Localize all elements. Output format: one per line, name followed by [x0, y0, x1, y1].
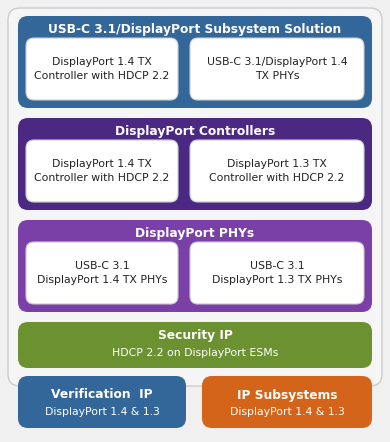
Text: DisplayPort Controllers: DisplayPort Controllers	[115, 126, 275, 138]
FancyBboxPatch shape	[18, 376, 186, 428]
FancyBboxPatch shape	[190, 38, 364, 100]
Text: USB-C 3.1/DisplayPort Subsystem Solution: USB-C 3.1/DisplayPort Subsystem Solution	[48, 23, 342, 37]
Text: USB-C 3.1
DisplayPort 1.4 TX PHYs: USB-C 3.1 DisplayPort 1.4 TX PHYs	[37, 261, 167, 285]
FancyBboxPatch shape	[18, 118, 372, 210]
FancyBboxPatch shape	[8, 8, 382, 386]
Text: Verification  IP: Verification IP	[51, 389, 153, 401]
FancyBboxPatch shape	[18, 220, 372, 312]
FancyBboxPatch shape	[26, 38, 178, 100]
FancyBboxPatch shape	[18, 16, 372, 108]
Text: DisplayPort PHYs: DisplayPort PHYs	[135, 228, 255, 240]
Text: DisplayPort 1.4 & 1.3: DisplayPort 1.4 & 1.3	[44, 407, 160, 417]
Text: HDCP 2.2 on DisplayPort ESMs: HDCP 2.2 on DisplayPort ESMs	[112, 348, 278, 358]
Text: DisplayPort 1.4 TX
Controller with HDCP 2.2: DisplayPort 1.4 TX Controller with HDCP …	[34, 57, 170, 81]
FancyBboxPatch shape	[26, 242, 178, 304]
FancyBboxPatch shape	[26, 140, 178, 202]
Text: IP Subsystems: IP Subsystems	[237, 389, 337, 401]
Text: DisplayPort 1.4 TX
Controller with HDCP 2.2: DisplayPort 1.4 TX Controller with HDCP …	[34, 159, 170, 183]
Text: USB-C 3.1
DisplayPort 1.3 TX PHYs: USB-C 3.1 DisplayPort 1.3 TX PHYs	[212, 261, 342, 285]
FancyBboxPatch shape	[202, 376, 372, 428]
Text: Security IP: Security IP	[158, 329, 232, 343]
Text: DisplayPort 1.4 & 1.3: DisplayPort 1.4 & 1.3	[230, 407, 344, 417]
FancyBboxPatch shape	[190, 140, 364, 202]
FancyBboxPatch shape	[18, 322, 372, 368]
Text: USB-C 3.1/DisplayPort 1.4
TX PHYs: USB-C 3.1/DisplayPort 1.4 TX PHYs	[207, 57, 347, 81]
FancyBboxPatch shape	[190, 242, 364, 304]
Text: DisplayPort 1.3 TX
Controller with HDCP 2.2: DisplayPort 1.3 TX Controller with HDCP …	[209, 159, 345, 183]
